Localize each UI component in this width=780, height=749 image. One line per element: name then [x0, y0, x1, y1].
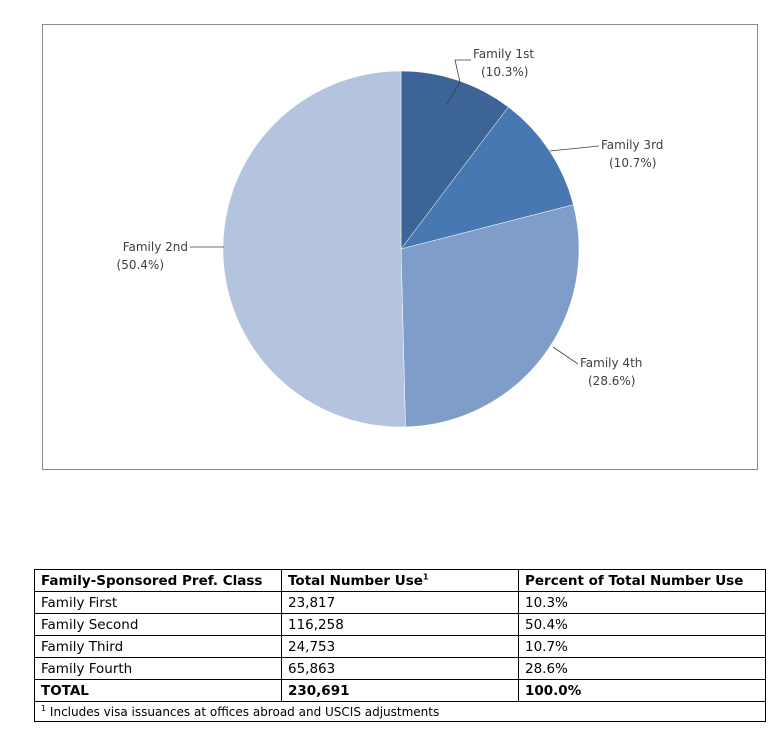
header-total-use: Total Number Use1 — [281, 569, 519, 592]
table-row: Family Fourth 65,863 28.6% — [34, 657, 766, 680]
header-total-use-label: Total Number Use — [288, 572, 423, 589]
slice-label-name-1: Family 3rd — [601, 138, 663, 152]
row-percent: 28.6% — [518, 657, 766, 680]
table-header-row: Family-Sponsored Pref. Class Total Numbe… — [34, 569, 766, 592]
total-percent: 100.0% — [518, 679, 766, 702]
row-total: 24,753 — [281, 635, 519, 658]
footnote-row: 1 Includes visa issuances at offices abr… — [34, 701, 766, 722]
row-class: Family Second — [34, 613, 282, 636]
pie-slice-0 — [400, 70, 509, 250]
pie-slice-1 — [400, 106, 574, 250]
slice-label-name-2: Family 4th — [580, 356, 642, 370]
leader-line-0 — [446, 59, 471, 105]
footnote-marker: 1 — [41, 703, 47, 713]
row-class: Family First — [34, 591, 282, 614]
row-total: 65,863 — [281, 657, 519, 680]
pie-chart-frame: Family 1st (10.3%) Family 3rd (10.7%) Family… — [42, 24, 758, 470]
footnote: 1 Includes visa issuances at offices abr… — [34, 701, 766, 722]
row-class: Family Third — [34, 635, 282, 658]
row-class: Family Fourth — [34, 657, 282, 680]
table-row: Family First 23,817 10.3% — [34, 591, 766, 614]
table-total-row: TOTAL 230,691 100.0% — [34, 679, 766, 702]
slice-label-percent-3: (50.4%) — [117, 258, 164, 272]
pie-slice-3 — [222, 70, 406, 428]
pie-chart: Family 1st (10.3%) Family 3rd (10.7%) Family… — [117, 47, 663, 428]
slice-label-percent-0: (10.3%) — [481, 65, 528, 79]
slice-label-name-3: Family 2nd — [123, 240, 188, 254]
pie-slice-2 — [400, 204, 580, 428]
table-row: Family Third 24,753 10.7% — [34, 635, 766, 658]
slice-label-name-0: Family 1st — [473, 47, 534, 61]
total-label: TOTAL — [34, 679, 282, 702]
header-class: Family-Sponsored Pref. Class — [34, 569, 282, 592]
family-preference-table: Family-Sponsored Pref. Class Total Numbe… — [34, 569, 766, 722]
slice-label-percent-2: (28.6%) — [588, 374, 635, 388]
leader-line-2 — [552, 346, 579, 365]
row-total: 23,817 — [281, 591, 519, 614]
leader-line-1 — [549, 145, 600, 152]
header-percent: Percent of Total Number Use — [518, 569, 766, 592]
row-percent: 10.3% — [518, 591, 766, 614]
total-value: 230,691 — [281, 679, 519, 702]
table-row: Family Second 116,258 50.4% — [34, 613, 766, 636]
row-percent: 10.7% — [518, 635, 766, 658]
header-footnote-marker: 1 — [422, 572, 429, 581]
row-percent: 50.4% — [518, 613, 766, 636]
footnote-text: Includes visa issuances at offices abroa… — [49, 704, 440, 719]
slice-label-percent-1: (10.7%) — [609, 156, 656, 170]
row-total: 116,258 — [281, 613, 519, 636]
